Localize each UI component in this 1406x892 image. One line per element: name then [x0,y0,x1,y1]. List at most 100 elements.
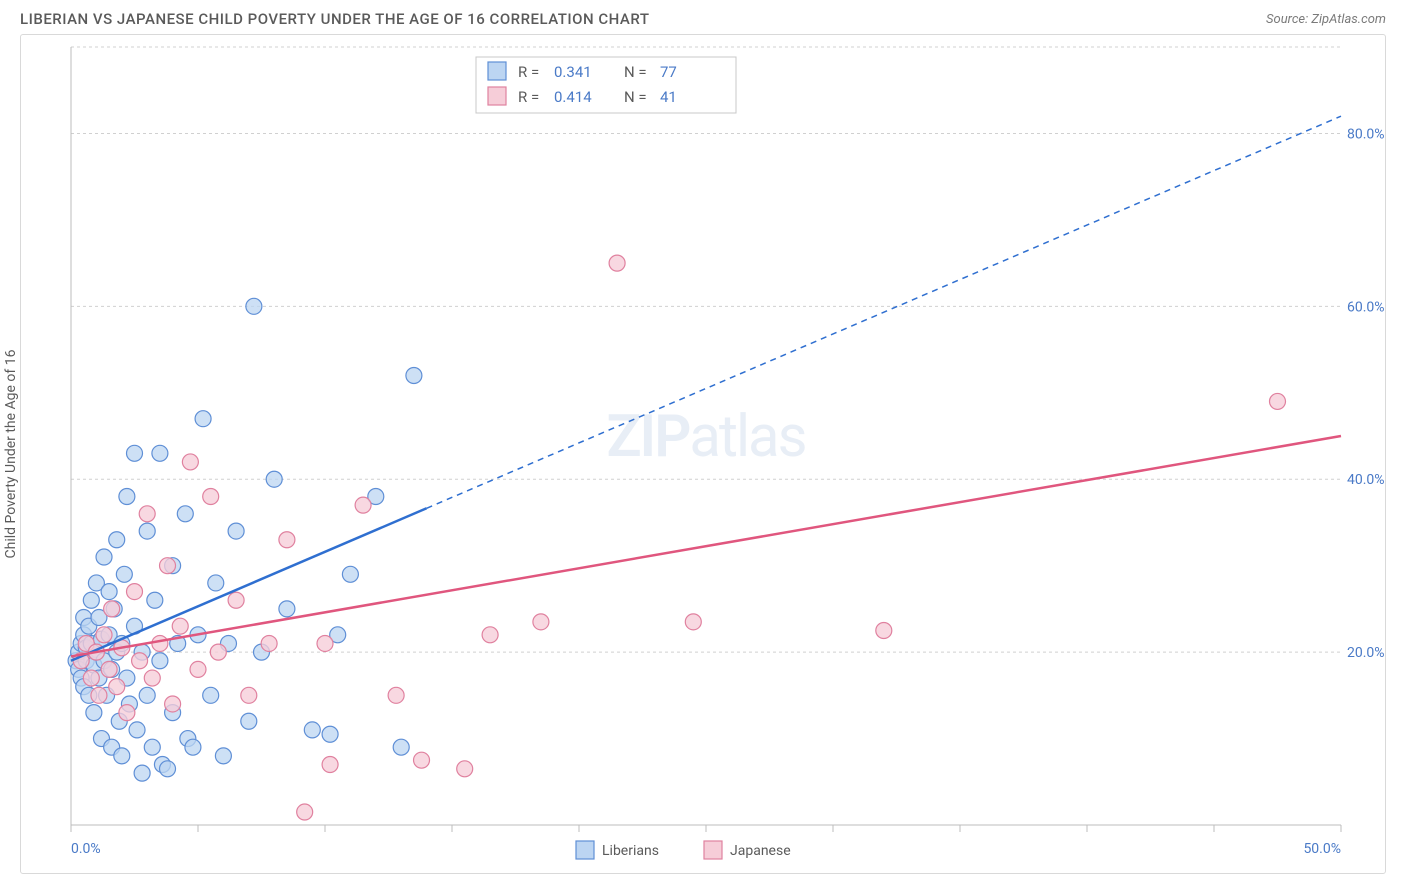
data-point [144,670,160,686]
data-point [1270,393,1286,409]
data-point [266,471,282,487]
correlation-chart: ZIPatlas 0.0% 50.0% 20.0% 40.0% 60.0% 80.0% R =… [21,35,1387,875]
data-point [129,722,145,738]
legend-swatch [704,841,722,859]
data-point [322,756,338,772]
watermark: ZIPatlas [606,403,805,471]
data-point [609,255,625,271]
data-point [86,705,102,721]
data-point [279,601,295,617]
y-tick-label: 40.0% [1347,472,1385,488]
data-point [127,445,143,461]
data-point [190,661,206,677]
data-point [139,506,155,522]
data-point [241,687,257,703]
chart-container: Child Poverty Under the Age of 16 ZIPatl… [20,34,1386,874]
data-point [109,679,125,695]
data-point [104,601,120,617]
y-tick-label: 20.0% [1347,645,1385,661]
legend-swatch [576,841,594,859]
data-point [685,614,701,630]
legend-n-label: N = [624,63,647,81]
data-point [101,584,117,600]
data-point [203,489,219,505]
data-point [342,566,358,582]
data-point [119,705,135,721]
data-point [215,748,231,764]
data-point [160,761,176,777]
title-bar: LIBERIAN VS JAPANESE CHILD POVERTY UNDER… [0,0,1406,34]
data-point [83,592,99,608]
source-credit: Source: ZipAtlas.com [1266,12,1386,27]
data-point [228,592,244,608]
data-point [322,726,338,742]
data-point [297,804,313,820]
data-point [101,661,117,677]
data-point [152,635,168,651]
x-tick-label: 0.0% [71,841,101,857]
data-point [109,532,125,548]
data-point [246,298,262,314]
y-tick-label: 80.0% [1347,126,1385,142]
data-point [533,614,549,630]
data-point [457,761,473,777]
legend-swatch [488,62,506,80]
data-point [261,635,277,651]
data-point [195,411,211,427]
data-point [127,584,143,600]
data-point [317,635,333,651]
data-point [208,575,224,591]
data-point [304,722,320,738]
data-point [228,523,244,539]
trend-line [71,508,427,660]
y-axis-label: Child Poverty Under the Age of 16 [3,350,19,559]
legend-r-label: R = [518,63,539,81]
data-point [355,497,371,513]
data-point [83,670,99,686]
x-tick-label: 50.0% [1303,841,1341,857]
data-point [185,739,201,755]
data-point [147,592,163,608]
data-point [482,627,498,643]
chart-title: LIBERIAN VS JAPANESE CHILD POVERTY UNDER… [20,10,649,28]
data-point [114,748,130,764]
data-point [134,765,150,781]
legend-n-label: N = [624,88,647,106]
data-point [116,566,132,582]
data-point [393,739,409,755]
legend-r-value: 0.414 [554,88,592,106]
data-point [165,696,181,712]
data-point [203,687,219,703]
y-tick-label: 60.0% [1347,299,1385,315]
legend-n-value: 41 [660,88,677,106]
data-point [119,489,135,505]
data-point [406,367,422,383]
data-point [91,687,107,703]
data-point [241,713,257,729]
data-point [144,739,160,755]
data-point [876,623,892,639]
data-point [139,687,155,703]
trend-line-extrapolated [427,116,1341,508]
data-point [152,653,168,669]
legend-r-label: R = [518,88,539,106]
legend-series-label: Japanese [730,843,791,859]
data-point [210,644,226,660]
stats-legend [476,57,736,113]
data-point [172,618,188,634]
data-point [279,532,295,548]
legend-series-label: Liberians [602,843,659,859]
data-point [388,687,404,703]
data-point [132,653,148,669]
data-point [182,454,198,470]
legend-r-value: 0.341 [554,63,592,81]
data-point [160,558,176,574]
data-point [96,627,112,643]
legend-n-value: 77 [660,63,677,81]
legend-swatch [488,87,506,105]
data-point [177,506,193,522]
data-point [414,752,430,768]
data-point [152,445,168,461]
data-point [139,523,155,539]
data-point [96,549,112,565]
